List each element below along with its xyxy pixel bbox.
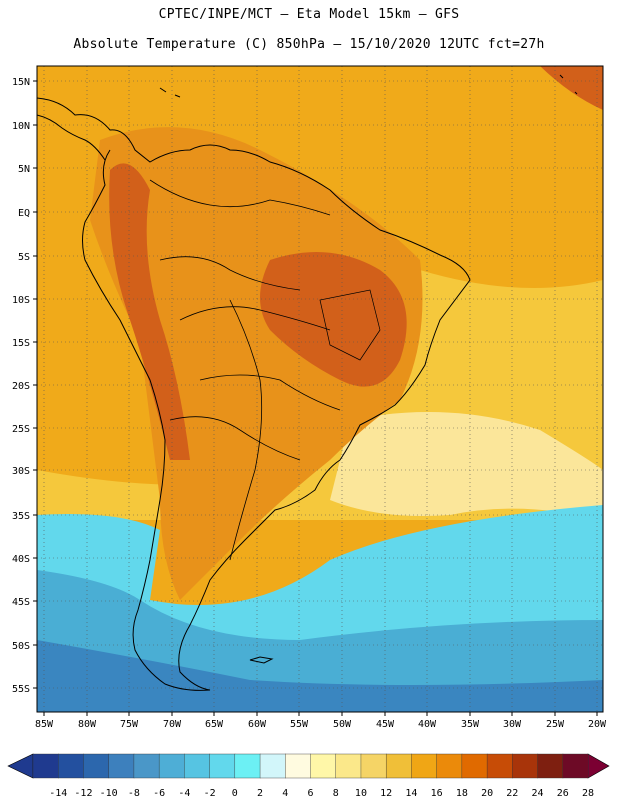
map-frame	[36, 65, 604, 713]
lon-label: 80W	[78, 719, 97, 730]
lon-label: 45W	[376, 719, 395, 730]
temperature-field	[37, 66, 603, 712]
longitude-ticks	[43, 712, 598, 716]
falkland-islands	[249, 656, 274, 664]
colorbar-high-arrow	[587, 753, 610, 779]
latitude-labels: 15N 10N 5N EQ 5S 10S 15S 20S 25S 30S 35S…	[12, 77, 30, 695]
map-title-line2: Absolute Temperature (C) 850hPa – 15/10/…	[73, 37, 545, 52]
colorbar-swatch	[512, 753, 539, 779]
colorbar-label: -12	[74, 788, 92, 799]
colorbar-label: 2	[257, 788, 263, 799]
colorbar-label: 24	[532, 788, 544, 799]
lon-label: 40W	[418, 719, 437, 730]
lat-label: 25S	[12, 424, 30, 435]
colorbar-swatch	[385, 753, 412, 779]
colorbar-label: 8	[333, 788, 339, 799]
country-borders	[149, 179, 381, 561]
lat-label: 40S	[12, 554, 30, 565]
colorbar-label: 20	[481, 788, 493, 799]
field-hot-interior	[260, 252, 407, 387]
colorbar-swatch	[310, 753, 337, 779]
lon-label: 60W	[248, 719, 267, 730]
colorbar-swatch	[259, 753, 286, 779]
lat-label: 10S	[12, 295, 30, 306]
lon-label: 35W	[461, 719, 480, 730]
colorbar-label: 28	[582, 788, 594, 799]
lon-label: 85W	[35, 719, 54, 730]
lat-label: 20S	[12, 381, 30, 392]
field-coldest-zone	[37, 640, 603, 712]
lon-label: 65W	[205, 719, 224, 730]
lon-label: 50W	[333, 719, 352, 730]
colorbar-swatch	[32, 753, 59, 779]
colorbar-swatch	[486, 753, 513, 779]
colorbar-label: 26	[557, 788, 569, 799]
latitude-ticks	[33, 80, 37, 689]
colorbar-label: 16	[431, 788, 443, 799]
colorbar-swatch	[360, 753, 387, 779]
field-warm-continent	[90, 127, 423, 600]
colorbar-swatch	[83, 753, 110, 779]
lat-label: 15N	[12, 77, 30, 88]
south-america-coastline	[37, 97, 471, 691]
lat-label: 50S	[12, 641, 30, 652]
colorbar-swatch	[335, 753, 362, 779]
colorbar-swatch	[133, 753, 160, 779]
colorbar-low-arrow	[7, 753, 34, 779]
field-cool-zone	[330, 412, 603, 520]
colorbar: -14 -12 -10 -8 -6 -4 -2 0 2 4 6 8 10 12 14 16 18 20 22 24 26…	[7, 753, 610, 799]
colorbar-label: 10	[355, 788, 367, 799]
lat-label: 35S	[12, 511, 30, 522]
lat-label: 45S	[12, 597, 30, 608]
colorbar-swatch	[562, 753, 589, 779]
colorbar-label: -14	[49, 788, 67, 799]
coastlines	[37, 74, 578, 691]
colorbar-label: -8	[128, 788, 140, 799]
lon-label: 55W	[290, 719, 309, 730]
lon-label: 75W	[120, 719, 139, 730]
lon-label: 20W	[588, 719, 607, 730]
lat-label: EQ	[18, 208, 30, 219]
map-title-line1: CPTEC/INPE/MCT – Eta Model 15km – GFS	[158, 7, 460, 22]
colorbar-swatch	[234, 753, 261, 779]
colorbar-swatch	[209, 753, 236, 779]
colorbar-label: 6	[307, 788, 313, 799]
field-hot-north-coast	[540, 66, 603, 110]
colorbar-swatch	[436, 753, 463, 779]
lat-label: 15S	[12, 338, 30, 349]
central-america-coastline	[37, 114, 106, 161]
colorbar-swatch	[184, 753, 211, 779]
field-hot-andes	[109, 163, 190, 461]
colorbar-swatch	[285, 753, 311, 779]
colorbar-label: 12	[380, 788, 392, 799]
lon-label: 30W	[503, 719, 522, 730]
lon-label: 25W	[546, 719, 565, 730]
lat-label: 5N	[18, 164, 30, 175]
lon-label: 70W	[163, 719, 182, 730]
colorbar-swatch	[411, 753, 438, 779]
colorbar-label: 4	[282, 788, 288, 799]
colorbar-label: 14	[405, 788, 417, 799]
colorbar-swatch	[108, 753, 135, 779]
lat-label: 10N	[12, 121, 30, 132]
colorbar-swatch	[58, 753, 84, 779]
lat-label: 55S	[12, 684, 30, 695]
colorbar-swatch	[158, 753, 185, 779]
lat-label: 30S	[12, 466, 30, 477]
colorbar-label: -2	[204, 788, 216, 799]
lat-label: 5S	[18, 252, 30, 263]
colorbar-swatch	[537, 753, 564, 779]
colorbar-swatch	[461, 753, 488, 779]
colorbar-label: -10	[100, 788, 118, 799]
colorbar-label: 0	[232, 788, 238, 799]
colorbar-label: -4	[178, 788, 190, 799]
caribbean-islands	[159, 74, 578, 98]
colorbar-label: 18	[456, 788, 468, 799]
colorbar-label: 22	[506, 788, 518, 799]
colorbar-label: -6	[153, 788, 165, 799]
longitude-labels: 85W 80W 75W 70W 65W 60W 55W 50W 45W 40W …	[35, 719, 607, 730]
